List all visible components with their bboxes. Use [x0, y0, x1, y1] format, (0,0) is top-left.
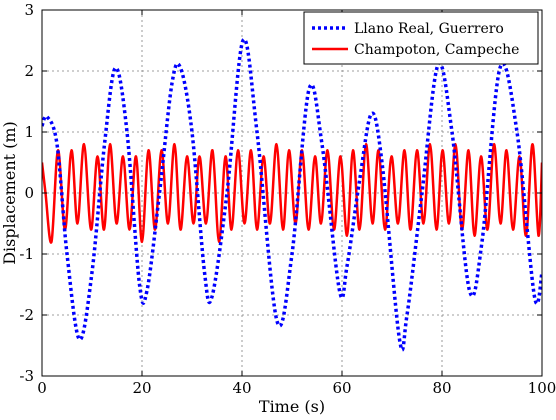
x-tick-label: 100 — [528, 379, 556, 397]
y-tick-label: 1 — [24, 123, 34, 141]
y-axis-title: Displacement (m) — [0, 121, 19, 265]
x-axis-title: Time (s) — [259, 397, 325, 416]
x-tick-label: 40 — [232, 379, 251, 397]
y-tick-label: 3 — [24, 1, 34, 19]
x-tick-label: 20 — [132, 379, 151, 397]
y-tick-label: -1 — [19, 245, 34, 263]
y-tick-label: -3 — [19, 367, 34, 385]
legend-box — [303, 11, 539, 65]
x-tick-label: 60 — [332, 379, 351, 397]
y-tick-label: 2 — [24, 62, 34, 80]
series-layer — [42, 37, 542, 352]
legend-entry-champoton-label: Champoton, Campeche — [354, 42, 519, 58]
legend-entry-llano-real-label: Llano Real, Guerrero — [354, 21, 504, 37]
legend: Llano Real, Guerrero Champoton, Campeche — [303, 11, 539, 65]
y-tick-label: -2 — [19, 306, 34, 324]
x-tick-label: 0 — [37, 379, 47, 397]
y-tick-label: 0 — [24, 184, 34, 202]
x-tick-label: 80 — [432, 379, 451, 397]
